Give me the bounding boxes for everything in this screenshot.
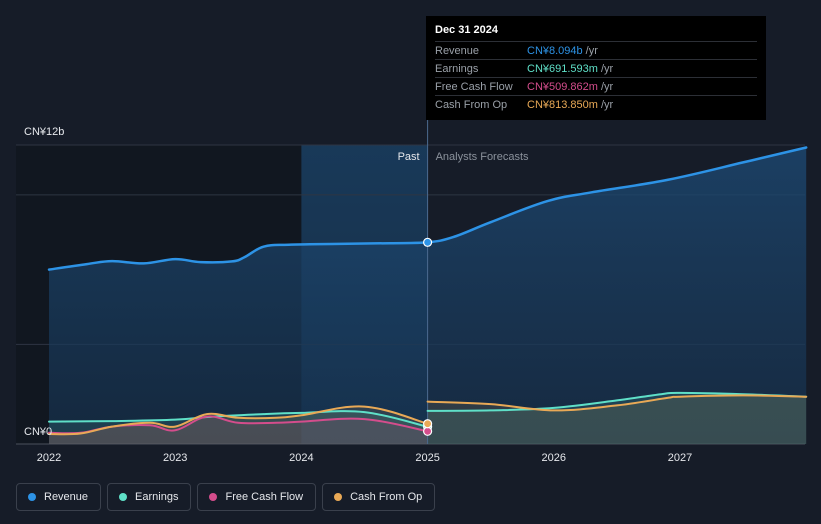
area-free-cash-flow bbox=[49, 416, 428, 444]
legend-dot-icon bbox=[28, 493, 36, 501]
legend-item-earnings[interactable]: Earnings bbox=[107, 483, 192, 511]
x-tick-label: 2025 bbox=[415, 452, 439, 464]
chart-legend: Revenue Earnings Free Cash Flow Cash Fro… bbox=[16, 483, 436, 511]
y-axis-top-label: CN¥12b bbox=[24, 126, 65, 138]
legend-label: Free Cash Flow bbox=[225, 491, 304, 503]
tooltip-row-cash-from-op: Cash From Op CN¥813.850m /yr bbox=[435, 95, 757, 113]
legend-dot-icon bbox=[119, 493, 128, 501]
tooltip-row-revenue: Revenue CN¥8.094b /yr bbox=[435, 41, 757, 59]
area-cash-from-op bbox=[427, 395, 807, 444]
legend-dot-icon bbox=[334, 493, 343, 501]
x-tick-label: 2027 bbox=[668, 452, 692, 464]
area-earnings bbox=[427, 392, 807, 444]
tooltip-row-label: Earnings bbox=[435, 62, 479, 75]
line-cash-from-op bbox=[48, 405, 429, 436]
tooltip-row-value: CN¥691.593m bbox=[527, 62, 598, 75]
legend-item-cash-from-op[interactable]: Cash From Op bbox=[322, 483, 436, 511]
marker-cash-from-op bbox=[423, 419, 433, 429]
line-revenue bbox=[47, 146, 808, 271]
tooltip-row-label: Cash From Op bbox=[435, 98, 508, 111]
y-axis-zero-label: CN¥0 bbox=[24, 426, 53, 438]
x-tick-label: 2026 bbox=[542, 452, 566, 464]
tooltip-row-unit: /yr bbox=[600, 98, 614, 111]
marker-free-cash-flow bbox=[423, 426, 433, 436]
tooltip-row-earnings: Earnings CN¥691.593m /yr bbox=[435, 59, 757, 77]
legend-label: Earnings bbox=[135, 491, 179, 503]
legend-item-revenue[interactable]: Revenue bbox=[16, 483, 102, 511]
line-cash-from-op bbox=[426, 394, 808, 412]
legend-label: Cash From Op bbox=[350, 491, 423, 503]
legend-item-free-cash-flow[interactable]: Free Cash Flow bbox=[197, 483, 317, 511]
tooltip-row-label: Free Cash Flow bbox=[435, 80, 513, 93]
legend-dot-icon bbox=[209, 493, 218, 501]
tooltip-row-unit: /yr bbox=[585, 44, 598, 57]
tooltip-row-unit: /yr bbox=[600, 80, 614, 93]
area-cash-from-op bbox=[49, 406, 428, 444]
hover-tooltip: Dec 31 2024 Revenue CN¥8.094b /yr Earnin… bbox=[426, 16, 766, 120]
x-tick-label: 2023 bbox=[163, 452, 187, 464]
x-tick-label: 2024 bbox=[289, 452, 313, 464]
tooltip-row-value: CN¥509.862m bbox=[527, 80, 598, 93]
tooltip-date: Dec 31 2024 bbox=[435, 24, 498, 36]
x-tick-label: 2022 bbox=[37, 452, 61, 464]
marker-revenue bbox=[423, 237, 433, 247]
tooltip-row-value: CN¥8.094b bbox=[527, 44, 583, 57]
legend-label: Revenue bbox=[44, 491, 89, 503]
tooltip-row-label: Revenue bbox=[435, 44, 480, 57]
forecast-label: Analysts Forecasts bbox=[436, 151, 529, 163]
line-earnings bbox=[48, 410, 429, 428]
tooltip-row-value: CN¥813.850m bbox=[527, 98, 598, 111]
line-earnings bbox=[426, 391, 808, 412]
past-label: Past bbox=[398, 151, 420, 163]
tooltip-row-free-cash-flow: Free Cash Flow CN¥509.862m /yr bbox=[435, 77, 757, 95]
tooltip-row-unit: /yr bbox=[600, 62, 614, 75]
